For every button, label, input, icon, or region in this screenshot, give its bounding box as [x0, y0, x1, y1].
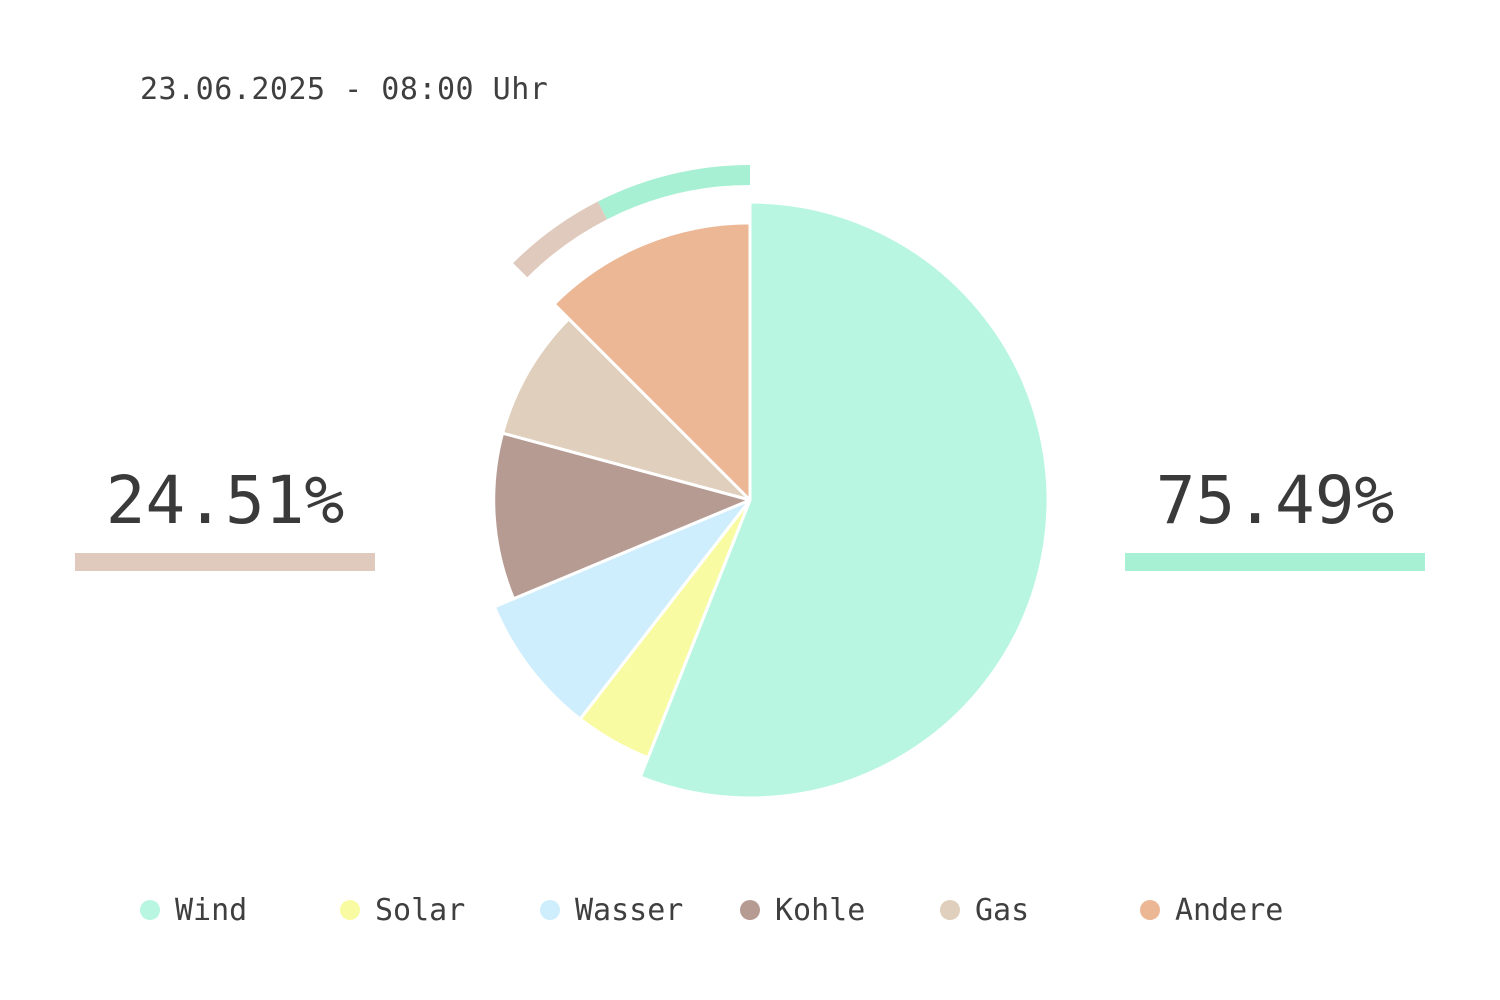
legend-label: Kohle [775, 892, 866, 928]
legend-item-kohle[interactable]: Kohle [740, 890, 865, 930]
pie-slice-wind[interactable] [638, 200, 1050, 800]
legend-item-andere[interactable]: Andere [1140, 890, 1283, 930]
legend-label: Andere [1175, 892, 1284, 928]
legend-dot-icon [740, 900, 760, 920]
pie-slice-wasser[interactable] [492, 498, 752, 721]
pie-slice-gas[interactable] [501, 317, 752, 502]
timestamp: 23.06.2025 - 08:00 Uhr [140, 72, 549, 107]
non-renewable-bar [75, 553, 375, 571]
legend-dot-icon [540, 900, 560, 920]
legend-label: Solar [375, 892, 466, 928]
legend-dot-icon [140, 900, 160, 920]
legend-label: Wasser [575, 892, 684, 928]
legend-dot-icon [340, 900, 360, 920]
non-renewable-percentage: 24.51% [105, 462, 345, 539]
renewable-percentage: 75.49% [1155, 462, 1395, 539]
pie-slice-andere[interactable] [552, 221, 752, 502]
non-renewable-arc [513, 201, 608, 278]
renewable-bar [1125, 553, 1425, 571]
legend-item-gas[interactable]: Gas [940, 890, 1029, 930]
legend-label: Wind [175, 892, 248, 928]
legend-item-wind[interactable]: Wind [140, 890, 247, 930]
legend-label: Gas [975, 892, 1030, 928]
renewable-arc [597, 165, 751, 220]
legend-dot-icon [940, 900, 960, 920]
legend-item-solar[interactable]: Solar [340, 890, 465, 930]
legend: Wind Solar Wasser Kohle Gas Andere [0, 890, 1500, 930]
legend-item-wasser[interactable]: Wasser [540, 890, 683, 930]
pie-slice-kohle[interactable] [492, 431, 752, 601]
legend-dot-icon [1140, 900, 1160, 920]
